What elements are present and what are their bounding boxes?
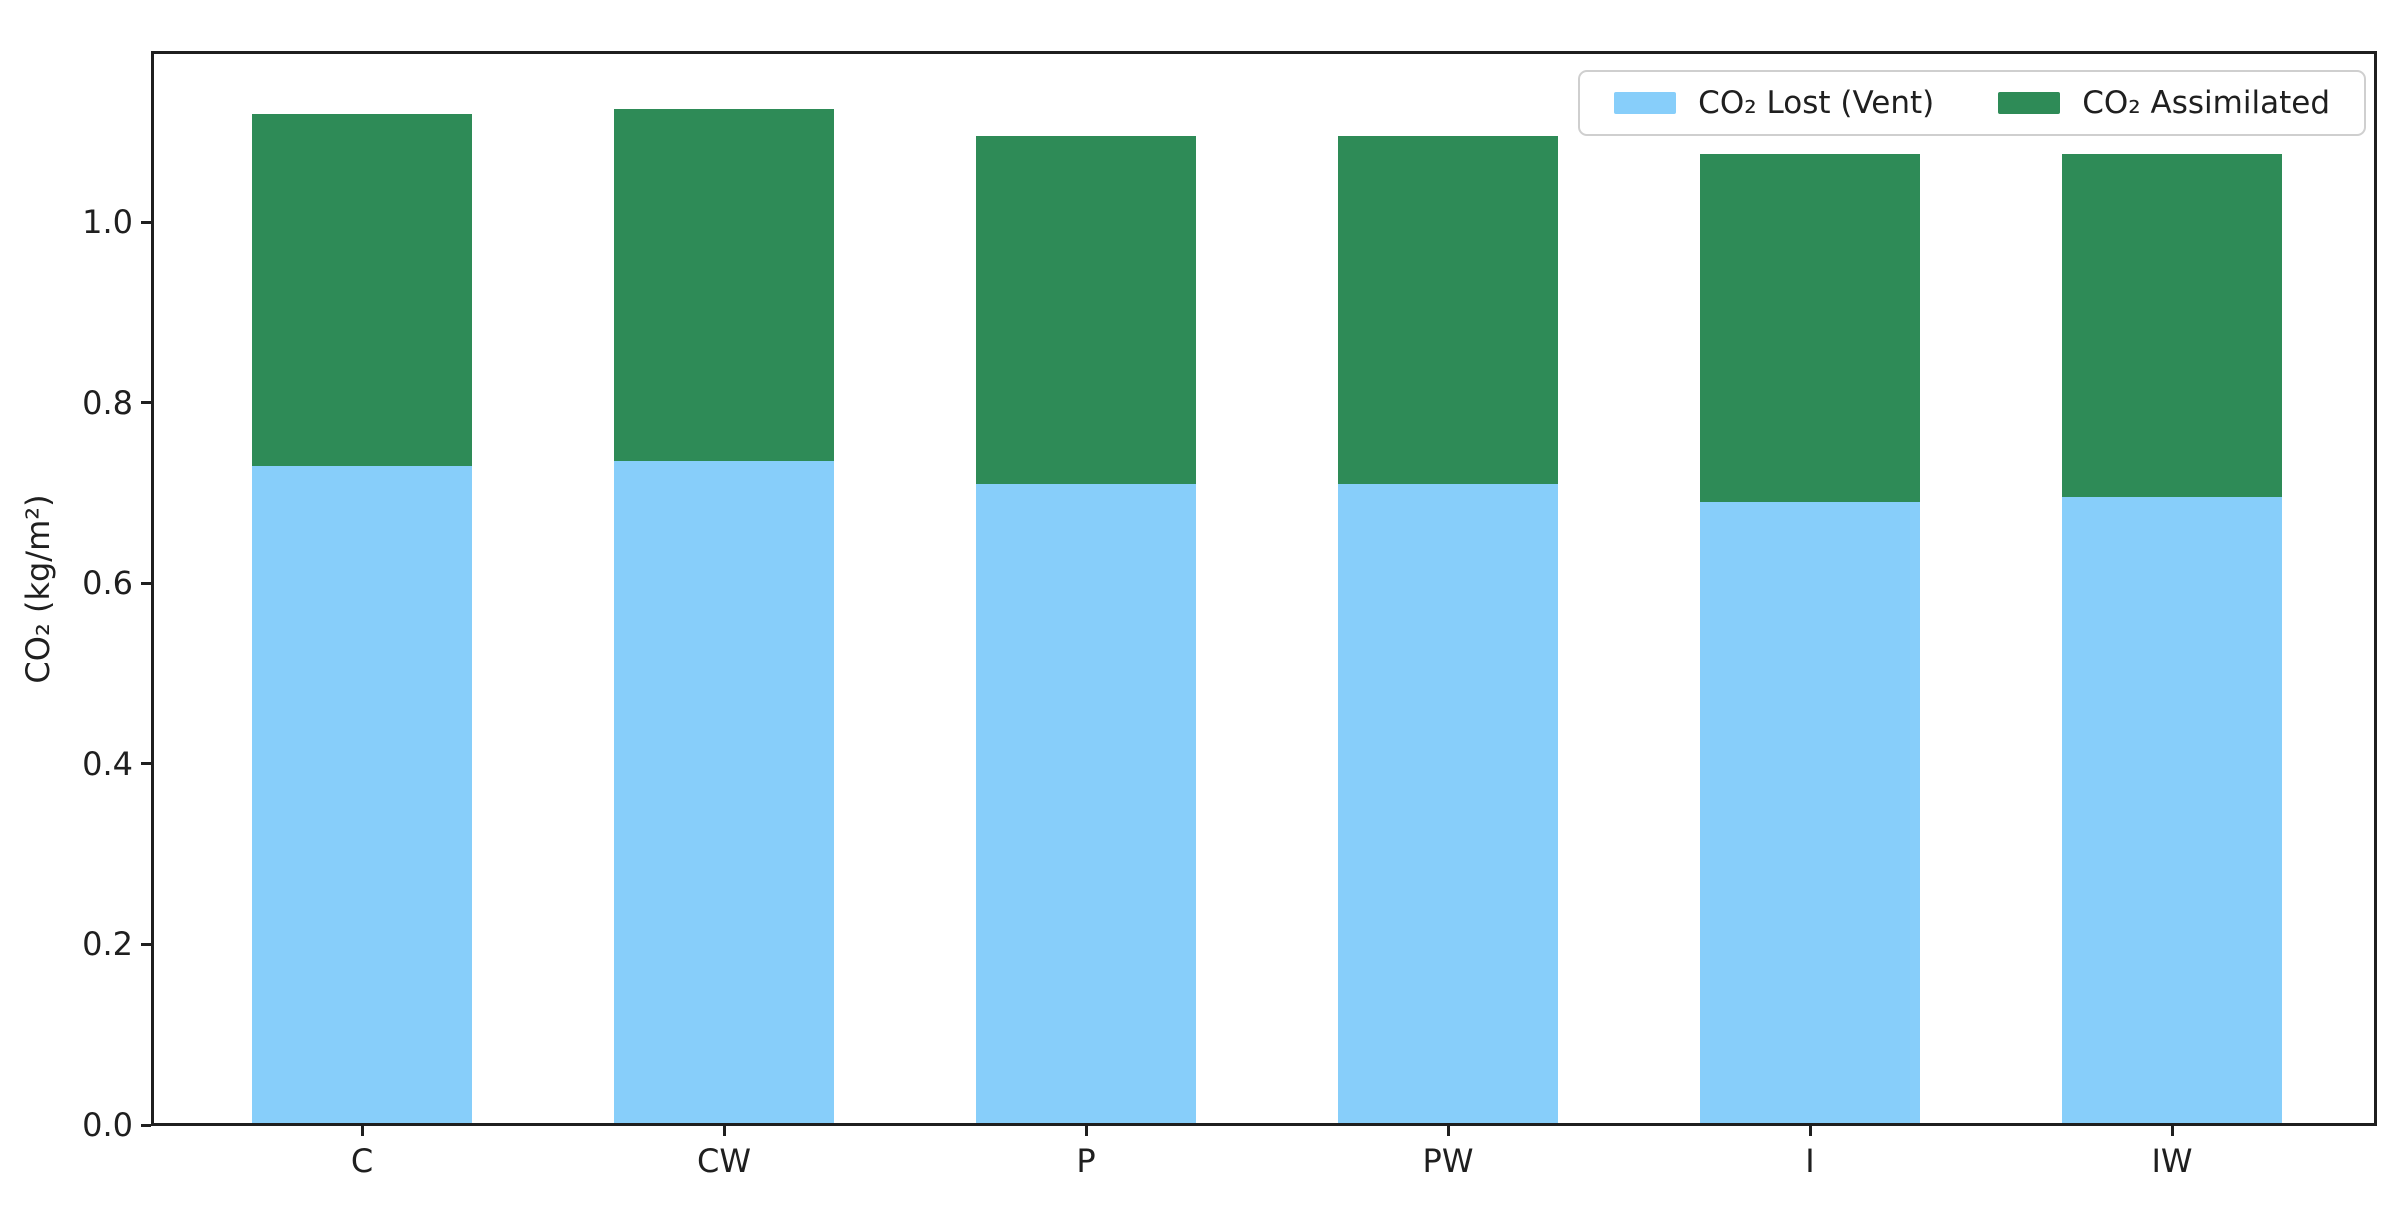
- x-tick-label-I: I: [1805, 1142, 1815, 1180]
- legend-swatch-icon: [1998, 92, 2061, 114]
- bar-C-segment-assimilated: [252, 113, 472, 466]
- x-tick-label-CW: CW: [697, 1142, 751, 1180]
- legend-label: CO₂ Lost (Vent): [1698, 85, 1935, 121]
- y-tick-label: 0.6: [82, 564, 133, 603]
- y-tick-mark: [141, 1123, 151, 1127]
- x-tick-mark: [1808, 1126, 1812, 1136]
- x-tick-label-C: C: [350, 1142, 374, 1180]
- bar-IW-segment-assimilated: [2062, 154, 2282, 498]
- spine-top: [151, 51, 2377, 54]
- y-tick-label: 0.4: [82, 744, 133, 783]
- x-tick-mark: [2170, 1126, 2174, 1136]
- bar-PW-segment-assimilated: [1338, 136, 1558, 484]
- y-tick-label: 0.8: [82, 383, 133, 422]
- y-tick-label: 0.0: [82, 1106, 133, 1144]
- bar-CW-segment-lost: [614, 461, 834, 1125]
- y-axis-label: CO₂ (kg/m²): [19, 494, 57, 684]
- bar-P-segment-assimilated: [976, 136, 1196, 484]
- y-tick-label: 1.0: [82, 203, 133, 241]
- x-tick-mark: [360, 1126, 364, 1136]
- bar-PW-segment-lost: [1338, 483, 1558, 1125]
- y-tick-mark: [141, 220, 151, 224]
- x-axis-line: [151, 1123, 2377, 1126]
- x-tick-label-PW: PW: [1422, 1142, 1474, 1180]
- legend-label: CO₂ Assimilated: [2082, 85, 2330, 121]
- y-tick-mark: [141, 942, 151, 946]
- x-tick-mark: [722, 1126, 726, 1136]
- legend-item-lost: CO₂ Lost (Vent): [1614, 85, 1934, 121]
- bar-P-segment-lost: [976, 483, 1196, 1125]
- x-tick-label-IW: IW: [2151, 1142, 2193, 1180]
- y-tick-mark: [141, 581, 151, 585]
- legend: CO₂ Lost (Vent) CO₂ Assimilated: [1578, 70, 2366, 136]
- bar-IW-segment-lost: [2062, 497, 2282, 1125]
- y-axis-line: [151, 51, 154, 1126]
- spine-right: [2374, 51, 2377, 1126]
- bar-I-segment-lost: [1700, 501, 1920, 1125]
- y-tick-label: 0.2: [82, 925, 133, 964]
- bar-CW-segment-assimilated: [614, 109, 834, 462]
- x-tick-mark: [1446, 1126, 1450, 1136]
- legend-item-assimilated: CO₂ Assimilated: [1998, 85, 2330, 121]
- plot-area: [153, 53, 2374, 1125]
- x-tick-mark: [1084, 1126, 1088, 1136]
- legend-swatch-icon: [1614, 92, 1677, 114]
- bar-I-segment-assimilated: [1700, 154, 1920, 502]
- y-tick-mark: [141, 401, 151, 405]
- bar-C-segment-lost: [252, 465, 472, 1125]
- x-tick-label-P: P: [1076, 1142, 1096, 1180]
- y-tick-mark: [141, 762, 151, 766]
